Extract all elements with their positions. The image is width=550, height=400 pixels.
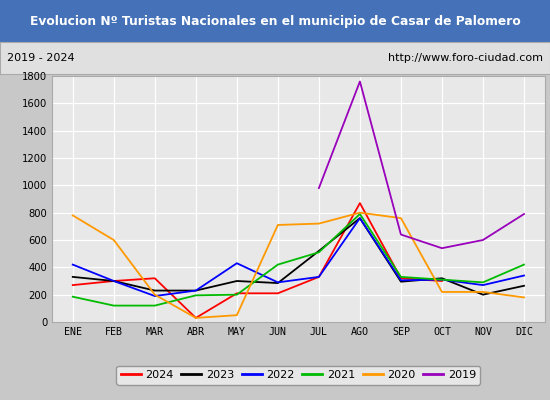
Text: http://www.foro-ciudad.com: http://www.foro-ciudad.com [388,53,543,63]
Text: 2019 - 2024: 2019 - 2024 [7,53,74,63]
Text: Evolucion Nº Turistas Nacionales en el municipio de Casar de Palomero: Evolucion Nº Turistas Nacionales en el m… [30,14,520,28]
Legend: 2024, 2023, 2022, 2021, 2020, 2019: 2024, 2023, 2022, 2021, 2020, 2019 [116,366,481,384]
